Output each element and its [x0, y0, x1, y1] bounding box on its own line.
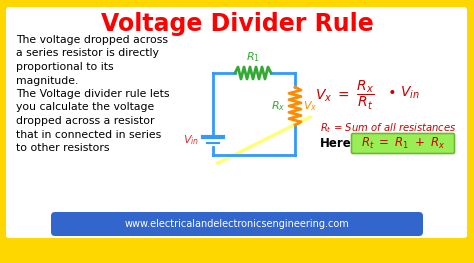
Text: $R_t\ =\ R_1\ +\ R_x$: $R_t\ =\ R_1\ +\ R_x$	[361, 136, 446, 151]
Text: dropped across a resistor: dropped across a resistor	[16, 116, 155, 126]
Text: to other resistors: to other resistors	[16, 143, 109, 153]
Text: $V_x$: $V_x$	[303, 99, 317, 113]
Text: $R_1$: $R_1$	[246, 50, 260, 64]
Text: $V_{in}$: $V_{in}$	[183, 133, 199, 147]
Text: The voltage dropped across: The voltage dropped across	[16, 35, 168, 45]
FancyBboxPatch shape	[6, 7, 467, 238]
Text: Here: Here	[320, 137, 352, 150]
Text: $V_x\ =\ \dfrac{R_x}{R_t}$: $V_x\ =\ \dfrac{R_x}{R_t}$	[315, 79, 374, 112]
FancyBboxPatch shape	[51, 212, 423, 236]
Text: $\bullet\ V_{in}$: $\bullet\ V_{in}$	[387, 85, 420, 102]
FancyBboxPatch shape	[352, 134, 455, 154]
Text: you calculate the voltage: you calculate the voltage	[16, 103, 154, 113]
Text: $R_t$ = Sum of all resistances: $R_t$ = Sum of all resistances	[320, 121, 456, 135]
Text: www.electricalandelectronicsengineering.com: www.electricalandelectronicsengineering.…	[125, 219, 349, 229]
Text: a series resistor is directly: a series resistor is directly	[16, 48, 159, 58]
Text: proportional to its: proportional to its	[16, 62, 114, 72]
Text: Voltage Divider Rule: Voltage Divider Rule	[100, 12, 374, 36]
Text: The Voltage divider rule lets: The Voltage divider rule lets	[16, 89, 170, 99]
Text: magnitude.: magnitude.	[16, 75, 78, 85]
Text: that in connected in series: that in connected in series	[16, 129, 161, 139]
Text: $R_x$: $R_x$	[271, 99, 285, 113]
